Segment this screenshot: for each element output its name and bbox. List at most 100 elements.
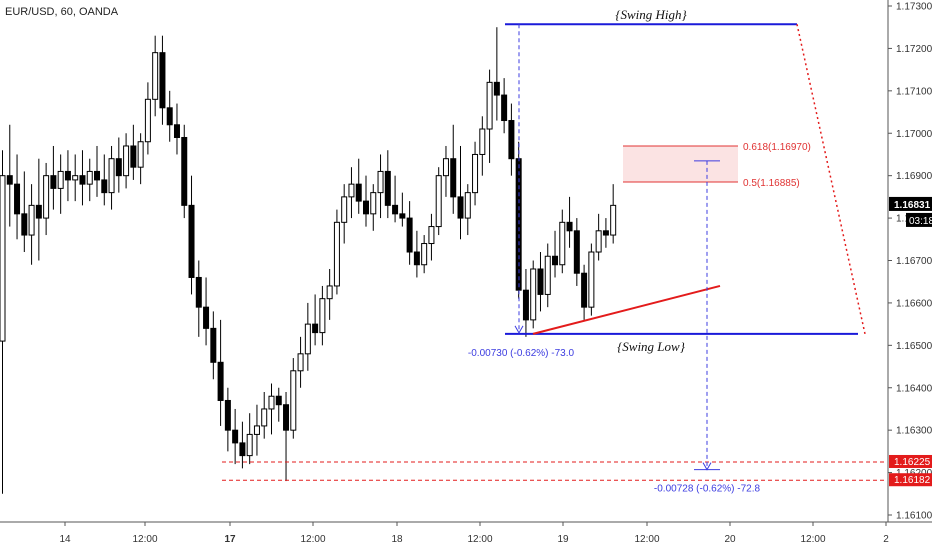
- candle-body: [290, 370, 297, 431]
- measure-arrow-icon: [514, 325, 524, 334]
- price-tick-label: 1.16700: [896, 256, 932, 267]
- price-axis: 1.17300 1.17200 1.17100 1.17000 1.16900 1.168…: [887, 0, 932, 522]
- candle-body: [35, 204, 42, 219]
- current-price-label-bg: [889, 196, 932, 211]
- candle-body: [552, 255, 559, 266]
- candle-body: [50, 175, 57, 189]
- candle-body: [297, 353, 304, 372]
- candle-body: [232, 429, 239, 444]
- projection-line[interactable]: [796, 24, 866, 335]
- candle-body: [181, 136, 188, 206]
- candle-body: [14, 183, 21, 215]
- candle-body: [130, 145, 137, 168]
- candle-body: [224, 399, 231, 431]
- candle-body: [319, 298, 326, 334]
- candle-body: [559, 221, 566, 266]
- candle-body: [413, 251, 420, 266]
- candle-body: [173, 124, 180, 138]
- candle-body: [283, 404, 290, 431]
- price-tick-label: 1.16300: [896, 426, 932, 437]
- candle-body: [442, 158, 449, 177]
- candle-body: [406, 217, 413, 253]
- time-tick-label: 20: [724, 534, 736, 545]
- candle-body: [57, 170, 64, 189]
- time-tick-label: 17: [224, 534, 236, 545]
- price-tick-label: 1.17100: [896, 86, 932, 97]
- candlesticks: [0, 27, 617, 494]
- price-tick-label: 1.16600: [896, 298, 932, 309]
- candle-body: [435, 175, 442, 228]
- candle-body: [108, 158, 115, 194]
- candle-body: [428, 226, 435, 245]
- time-tick-label: 14: [59, 534, 71, 545]
- fib-zone-fill: [623, 145, 738, 183]
- candle-body: [472, 153, 479, 194]
- candle-body: [166, 107, 173, 126]
- candle-body: [101, 179, 108, 194]
- countdown-label-bg: [906, 212, 932, 227]
- candle-body: [304, 323, 311, 355]
- candle-body: [544, 255, 551, 295]
- trend-line[interactable]: [532, 284, 721, 335]
- drawings[interactable]: {Swing High} {Swing Low} -0.00730 (-0.62%)…: [222, 7, 887, 495]
- candle-body: [421, 243, 428, 266]
- time-tick-label: 12:00: [634, 534, 659, 545]
- time-tick-label: 19: [557, 534, 569, 545]
- candle-body: [581, 272, 588, 308]
- candle-body: [144, 98, 151, 143]
- fibonacci-zone[interactable]: 0.618(1.16970) 0.5(1.16885): [623, 142, 811, 189]
- swing-high-label: {Swing High}: [615, 7, 687, 22]
- candle-body: [312, 323, 319, 334]
- time-tick-label: 12:00: [300, 534, 325, 545]
- candle-body: [602, 230, 609, 236]
- level-price-label-bg: [889, 454, 932, 468]
- time-tick-label: 12:00: [800, 534, 825, 545]
- measure-arrow-icon: [702, 462, 712, 471]
- candle-body: [573, 230, 580, 274]
- candle-body: [94, 170, 101, 181]
- candle-body: [341, 196, 348, 223]
- candle-body: [152, 52, 159, 100]
- candle-body: [137, 141, 144, 168]
- candle-body: [275, 395, 282, 406]
- price-tick-label: 1.16100: [896, 511, 932, 522]
- candle-body: [392, 204, 399, 215]
- measure-label: -0.00728 (-0.62%) -72.8: [654, 484, 761, 495]
- candle-body: [370, 192, 377, 215]
- candle-body: [399, 213, 406, 219]
- candle-body: [566, 221, 573, 232]
- candle-body: [261, 408, 268, 427]
- candle-body: [28, 204, 35, 236]
- time-tick-label: 12:00: [467, 534, 492, 545]
- candle-body: [493, 81, 500, 96]
- candle-body: [501, 94, 508, 122]
- candle-body: [188, 204, 195, 278]
- time-tick-label: 12:00: [132, 534, 157, 545]
- candle-body: [239, 442, 246, 457]
- candle-body: [72, 175, 79, 181]
- candle-body: [530, 268, 537, 321]
- chart-title: EUR/USD, 60, OANDA: [5, 6, 119, 18]
- price-tick-label: 1.16500: [896, 341, 932, 352]
- level-price-label: 1.16225: [894, 457, 931, 468]
- candle-body: [6, 175, 13, 185]
- candle-body: [479, 128, 486, 155]
- candle-body: [522, 289, 529, 321]
- candle-body: [123, 145, 130, 177]
- candle-body: [450, 158, 457, 198]
- candle-body: [457, 196, 464, 219]
- candle-body: [363, 200, 369, 215]
- price-tick-label: 1.16900: [896, 171, 932, 182]
- current-price-label: 1.16831: [894, 200, 931, 211]
- candle-body: [159, 52, 166, 109]
- candle-body: [246, 433, 253, 457]
- candle-body: [195, 276, 202, 308]
- candle-body: [21, 213, 28, 236]
- candle-body: [333, 221, 340, 287]
- candle-body: [610, 204, 617, 236]
- level-price-label: 1.16182: [894, 475, 931, 486]
- price-tick-label: 1.16400: [896, 383, 932, 394]
- candle-body: [79, 175, 86, 185]
- candle-body: [464, 192, 471, 219]
